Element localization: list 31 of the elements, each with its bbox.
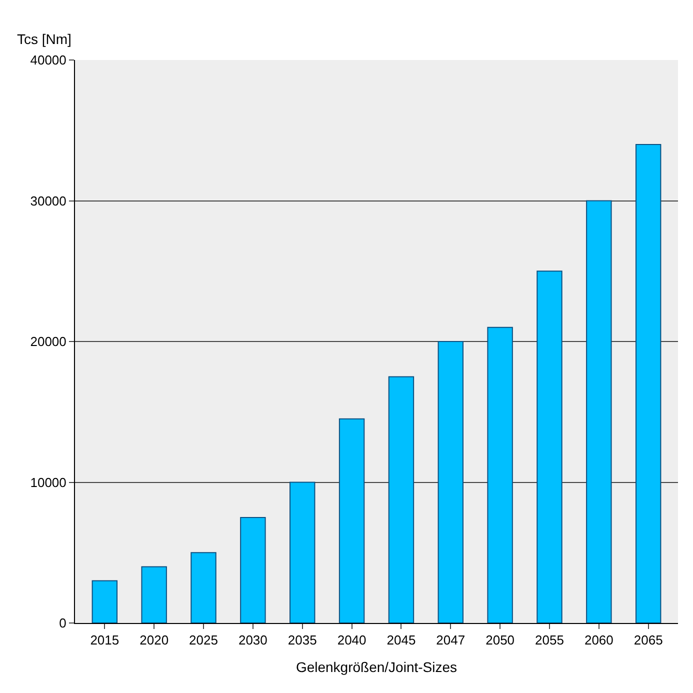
bar bbox=[586, 200, 612, 623]
bar bbox=[190, 552, 216, 623]
bar bbox=[536, 270, 562, 623]
x-tick-label: 2020 bbox=[140, 632, 169, 648]
x-tick-label: 2040 bbox=[337, 632, 366, 648]
bar bbox=[92, 580, 118, 623]
x-tick-label: 2015 bbox=[90, 632, 120, 648]
y-tick-label: 30000 bbox=[30, 193, 66, 208]
y-tick-label: 20000 bbox=[30, 334, 66, 350]
bar bbox=[338, 418, 365, 623]
x-tick-label: 2035 bbox=[288, 632, 317, 648]
bar bbox=[438, 341, 464, 623]
bar bbox=[635, 144, 662, 623]
x-tick-label: 2050 bbox=[486, 632, 515, 648]
x-tick-label: 2055 bbox=[535, 632, 564, 648]
bar bbox=[487, 326, 513, 623]
x-tick-label: 2060 bbox=[584, 632, 614, 648]
y-tick-label: 0 bbox=[59, 616, 66, 631]
y-tick-label: 40000 bbox=[30, 52, 66, 68]
bar bbox=[141, 566, 167, 623]
bar bbox=[388, 376, 414, 623]
bar bbox=[240, 516, 266, 623]
x-tick-label: 2025 bbox=[189, 632, 218, 648]
x-tick-label: 2065 bbox=[634, 632, 663, 648]
x-tick-label: 2047 bbox=[436, 632, 466, 648]
x-tick-label: 2030 bbox=[238, 632, 268, 648]
bar bbox=[290, 482, 316, 623]
y-axis-title: Tcs [Nm] bbox=[17, 31, 72, 47]
x-tick-label: 2045 bbox=[386, 632, 416, 648]
y-tick-label: 10000 bbox=[30, 474, 66, 490]
x-axis-title: Gelenkgrößen/Joint-Sizes bbox=[296, 658, 458, 675]
